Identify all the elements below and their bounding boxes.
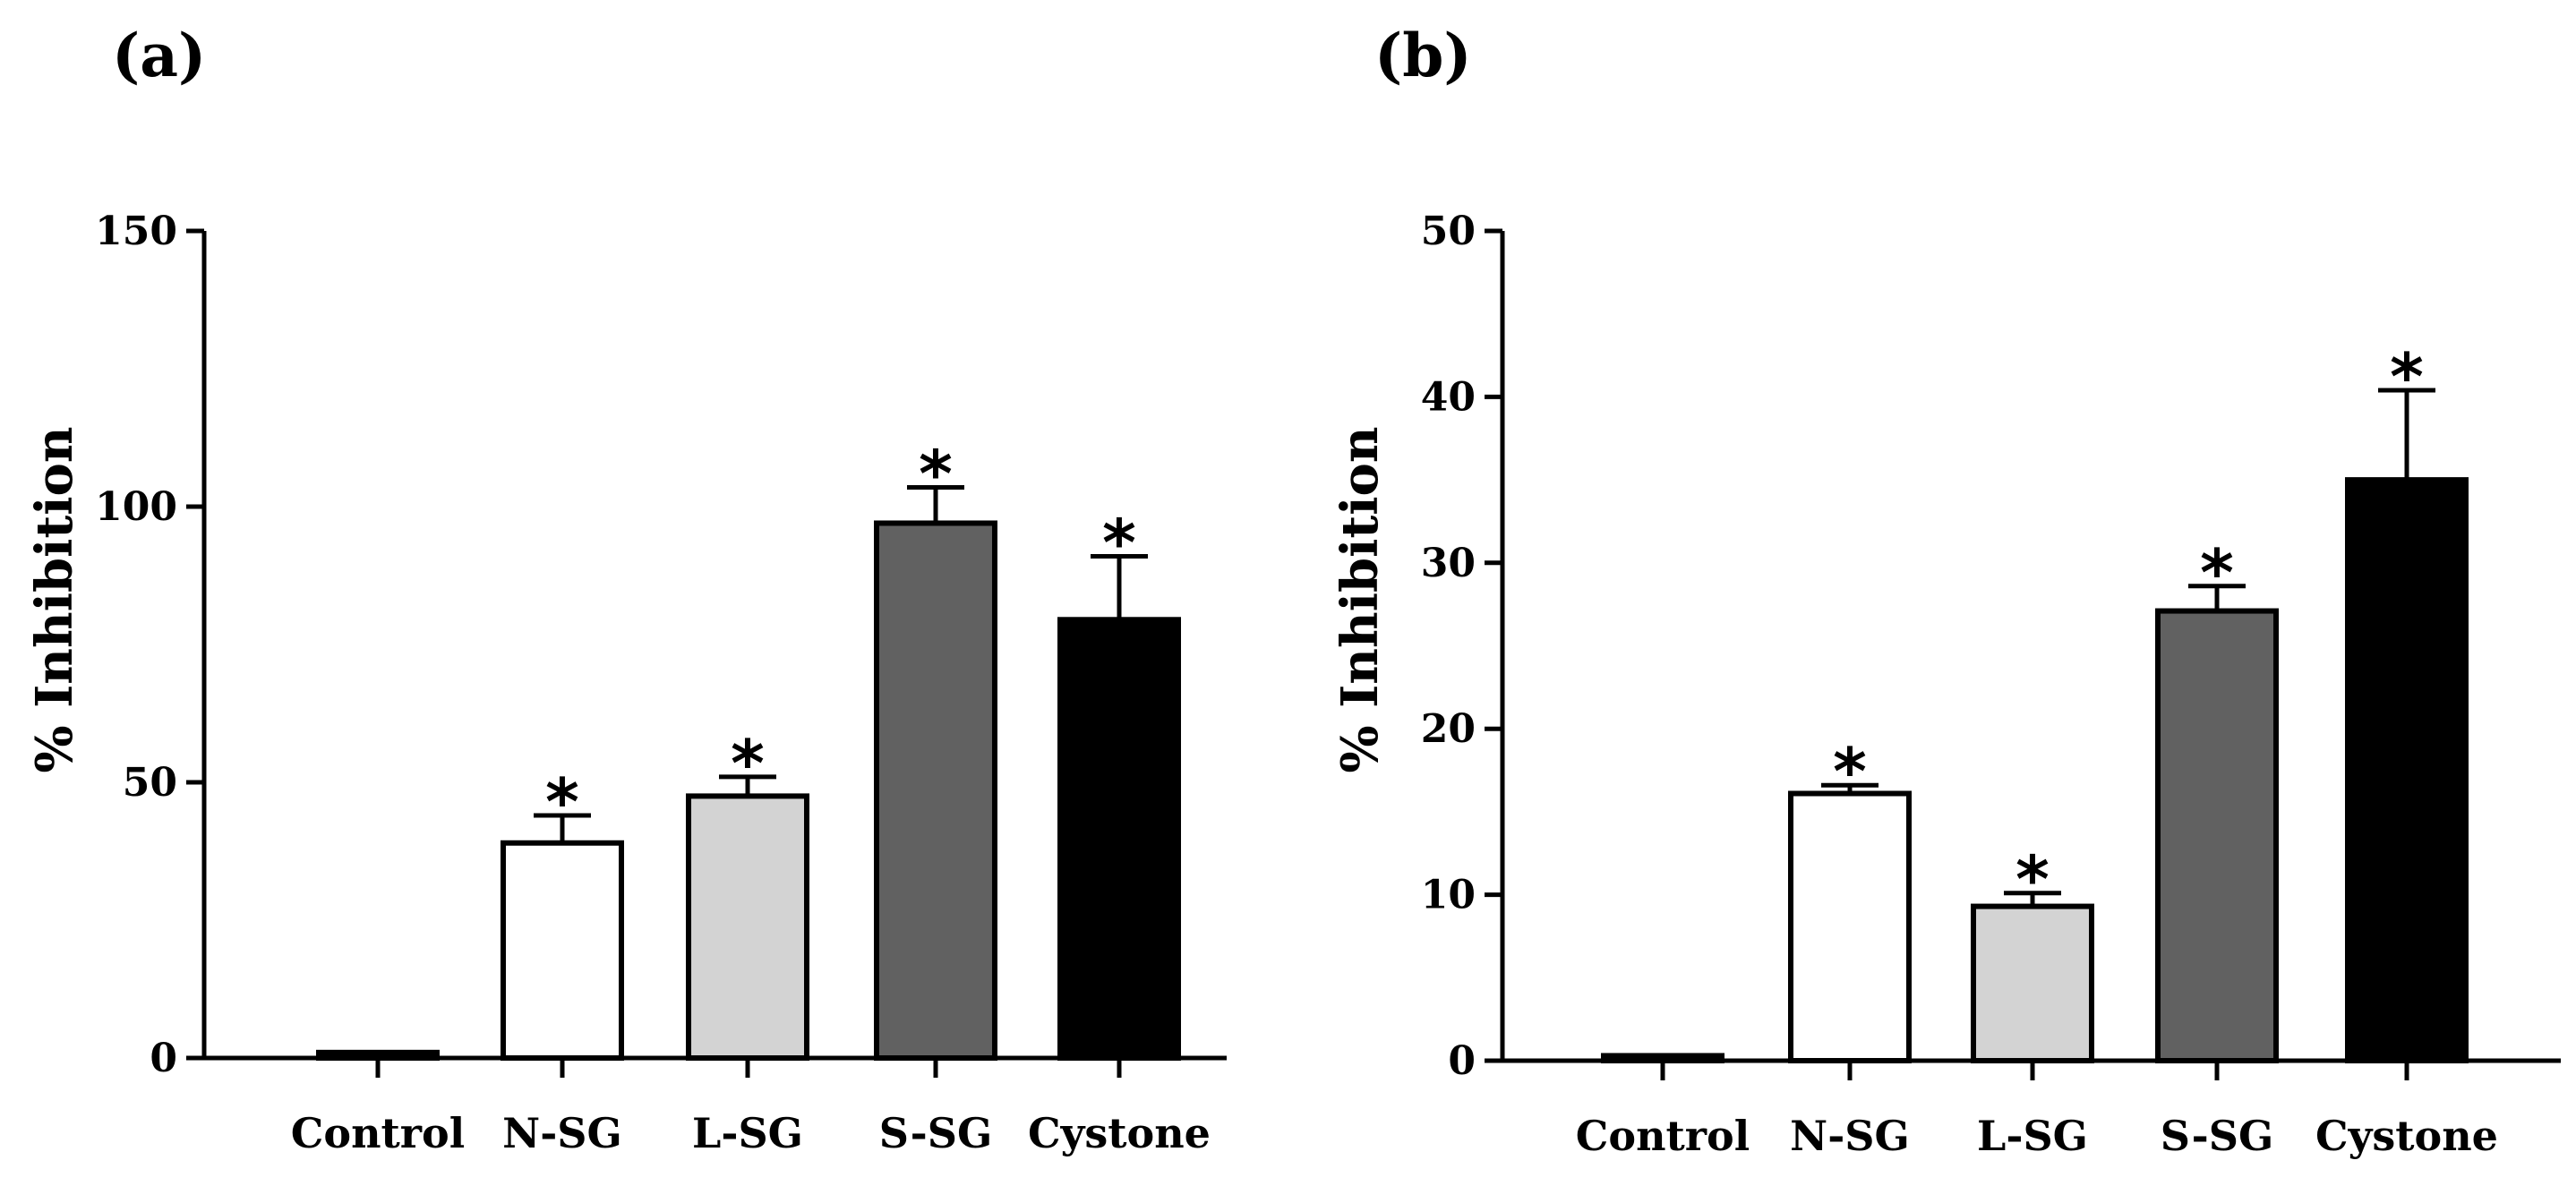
bar [1057,617,1181,1062]
x-tick-label: L-SG [1977,1112,2088,1160]
y-axis-title: % Inhibition [25,426,84,772]
x-tick-label: S-SG [2161,1112,2274,1160]
x-tick-label: Control [291,1109,465,1157]
bar [686,793,809,1062]
x-tick-label: Cystone [1028,1109,1211,1157]
x-tick-label: L-SG [692,1109,803,1157]
y-tick-label: 0 [1448,1038,1476,1084]
panel-label: (b) [1374,21,1472,90]
y-tick-label: 100 [95,484,177,530]
x-tick-label: Cystone [2315,1112,2498,1160]
y-axis-title: % Inhibition [1331,426,1390,772]
y-tick-label: 10 [1421,873,1476,918]
y-tick-label: 50 [123,760,177,806]
chart-panel-a: (a) % Inhibition 0 50 100 150 Control N-SG * L-… [25,21,1227,1157]
y-tick-label: 50 [1421,209,1476,254]
significance-marker: * [2390,339,2424,414]
bar [1788,790,1912,1063]
x-tick-label: N-SG [1790,1112,1910,1160]
chart-panel-b: (b) % Inhibition 0 10 20 30 40 50 Control N-SG *… [1331,21,2561,1160]
y-tick-label: 40 [1421,374,1476,420]
x-tick-label: S-SG [879,1109,993,1157]
significance-marker: * [2200,535,2234,610]
significance-marker: * [1102,505,1136,580]
y-tick-label: 0 [150,1036,177,1081]
x-tick-label: Control [1576,1112,1750,1160]
y-tick-label: 150 [95,209,177,254]
significance-marker: * [919,436,953,511]
significance-marker: * [1833,734,1867,809]
significance-marker: * [731,726,765,801]
bar [501,840,624,1062]
bar [316,1049,440,1061]
bar [1971,903,2094,1063]
bar [2345,477,2469,1063]
significance-marker: * [2015,842,2050,917]
bar [1601,1053,1724,1063]
y-tick-label: 30 [1421,541,1476,586]
significance-marker: * [545,764,579,840]
panel-label: (a) [112,21,206,90]
bar [874,520,997,1061]
y-tick-label: 20 [1421,706,1476,752]
x-tick-label: N-SG [502,1109,622,1157]
bar [2155,608,2279,1063]
